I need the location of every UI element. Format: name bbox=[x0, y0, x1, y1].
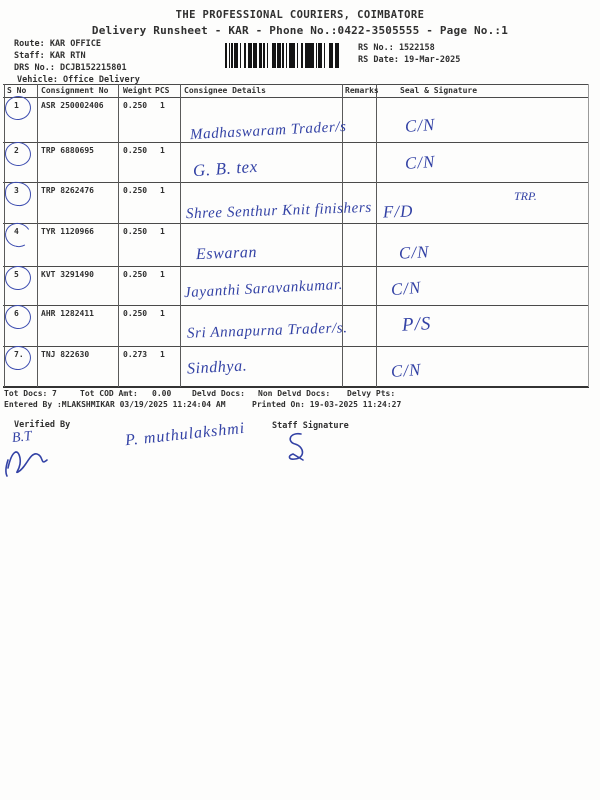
rs-no-line: RS No.: 1522158 bbox=[358, 43, 435, 53]
handwritten-consignee: Sri Annapurna Trader/s. bbox=[186, 320, 348, 342]
pcs-value: 1 bbox=[160, 101, 165, 110]
tot-docs-label: Tot Docs: bbox=[4, 389, 48, 398]
serial-number: 4 bbox=[14, 227, 19, 236]
pcs-value: 1 bbox=[160, 270, 165, 279]
serial-number: 3 bbox=[14, 186, 19, 195]
consignment-number: TNJ 822630 bbox=[41, 350, 90, 359]
handwritten-route-note: TRP. bbox=[514, 189, 537, 203]
consignment-number: ASR 250002406 bbox=[41, 101, 104, 110]
col-header-remarks: Remarks bbox=[345, 86, 379, 95]
column-line bbox=[118, 84, 119, 387]
col-header-sno: S No bbox=[7, 86, 27, 95]
stray-pen-mark bbox=[5, 459, 9, 477]
staff-signature-scribble bbox=[288, 432, 304, 461]
row-divider bbox=[3, 223, 589, 224]
column-line bbox=[4, 84, 5, 387]
handwritten-seal-mark: C/N bbox=[398, 242, 430, 263]
col-header-weight: Weight bbox=[123, 86, 152, 95]
table-border-bottom bbox=[3, 386, 589, 388]
row-divider bbox=[3, 305, 589, 306]
handwritten-seal-mark: C/N bbox=[390, 359, 422, 382]
weight-value: 0.250 bbox=[123, 309, 148, 318]
table-border-top bbox=[3, 84, 589, 85]
col-header-consignment: Consignment No bbox=[41, 86, 109, 95]
handwritten-seal-mark: C/N bbox=[390, 277, 423, 300]
handwritten-seal-mark: F/D bbox=[382, 201, 414, 222]
serial-number: 2 bbox=[14, 146, 19, 155]
row-divider bbox=[3, 346, 589, 347]
weight-value: 0.250 bbox=[123, 270, 148, 279]
col-header-seal: Seal & Signature bbox=[400, 86, 478, 95]
column-line bbox=[588, 84, 589, 387]
vehicle-line: Vehicle: Office Delivery bbox=[17, 75, 140, 85]
pcs-value: 1 bbox=[160, 227, 165, 236]
document-subtitle: Delivery Runsheet - KAR - Phone No.:0422… bbox=[91, 24, 509, 37]
pcs-value: 1 bbox=[160, 146, 165, 155]
pcs-value: 1 bbox=[160, 350, 165, 359]
handwritten-consignee: Sindhya. bbox=[186, 357, 248, 378]
serial-number: 6 bbox=[14, 309, 19, 318]
pen-circle-mark bbox=[4, 181, 32, 207]
pen-circle-mark bbox=[3, 140, 33, 168]
tot-cod-label: Tot COD Amt: bbox=[80, 389, 138, 398]
handwritten-seal-mark: P/S bbox=[401, 313, 432, 336]
weight-value: 0.273 bbox=[123, 350, 148, 359]
tot-cod-value: 0.00 bbox=[152, 389, 172, 398]
document-title: THE PROFESSIONAL COURIERS, COIMBATORE bbox=[175, 9, 425, 21]
weight-value: 0.250 bbox=[123, 146, 148, 155]
non-delvd-docs-label: Non Delvd Docs: bbox=[258, 389, 331, 398]
consignment-number: KVT 3291490 bbox=[41, 270, 94, 279]
column-line bbox=[342, 84, 343, 387]
pen-circle-mark bbox=[3, 343, 33, 373]
consignment-number: AHR 1282411 bbox=[41, 309, 94, 318]
row-divider bbox=[3, 266, 589, 267]
consignment-number: TYR 1120966 bbox=[41, 227, 94, 236]
row-divider bbox=[3, 182, 589, 183]
rs-date-line: RS Date: 19-Mar-2025 bbox=[358, 55, 461, 65]
row-divider bbox=[3, 142, 589, 143]
serial-number: 5 bbox=[14, 270, 19, 279]
pen-circle-mark bbox=[3, 303, 33, 331]
pen-circle-mark bbox=[3, 94, 33, 122]
weight-value: 0.250 bbox=[123, 227, 148, 236]
serial-number: 7. bbox=[14, 350, 24, 359]
pen-circle-mark bbox=[4, 264, 32, 292]
delvy-pts-label: Delvy Pts: bbox=[347, 389, 396, 398]
handwritten-seal-mark: C/N bbox=[404, 151, 436, 174]
serial-number: 1 bbox=[14, 101, 19, 110]
table-header-divider bbox=[3, 97, 589, 98]
staff-signature-label: Staff Signature bbox=[272, 421, 349, 431]
handwritten-consignee: Madhaswaram Trader/s bbox=[189, 118, 347, 144]
col-header-pcs: PCS bbox=[155, 86, 170, 95]
drs-no-line: DRS No.: DCJB152215801 bbox=[14, 63, 127, 73]
verified-signature-scribble bbox=[7, 451, 48, 474]
handwritten-consignee: G. B. tex bbox=[192, 156, 259, 181]
weight-value: 0.250 bbox=[123, 101, 148, 110]
handwritten-consignee: Shree Senthur Knit finishers bbox=[185, 199, 373, 223]
pcs-value: 1 bbox=[160, 309, 165, 318]
column-line bbox=[376, 84, 377, 387]
printed-on-line: Printed On: 19-03-2025 11:24:27 bbox=[252, 400, 402, 409]
handwritten-consignee: Eswaran bbox=[195, 243, 258, 264]
entered-by-line: Entered By :MLAKSHMIKAR 03/19/2025 11:24… bbox=[4, 400, 226, 409]
route-line: Route: KAR OFFICE bbox=[14, 39, 101, 49]
tot-docs-value: 7 bbox=[52, 389, 57, 398]
weight-value: 0.250 bbox=[123, 186, 148, 195]
pen-circle-mark bbox=[2, 220, 34, 250]
consignment-number: TRP 8262476 bbox=[41, 186, 94, 195]
barcode-image bbox=[225, 43, 339, 68]
column-line bbox=[180, 84, 181, 387]
handwritten-middle-signature: P. muthulakshmi bbox=[124, 419, 246, 450]
column-line bbox=[37, 84, 38, 387]
staff-line: Staff: KAR RTN bbox=[14, 51, 86, 61]
delvd-docs-label: Delvd Docs: bbox=[192, 389, 245, 398]
handwritten-seal-mark: C/N bbox=[404, 114, 436, 137]
verified-by-label: Verified By bbox=[14, 420, 71, 430]
consignment-number: TRP 6880695 bbox=[41, 146, 94, 155]
col-header-consignee: Consignee Details bbox=[184, 86, 266, 95]
handwritten-consignee: Jayanthi Saravankumar. bbox=[183, 276, 344, 302]
pcs-value: 1 bbox=[160, 186, 165, 195]
